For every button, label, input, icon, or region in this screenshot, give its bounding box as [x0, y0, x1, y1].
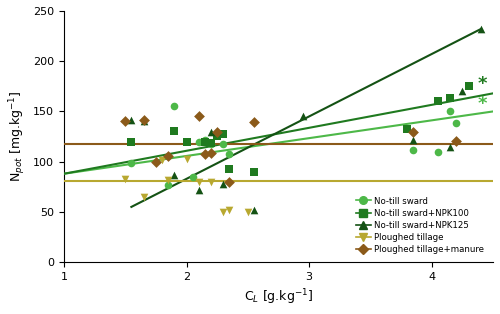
Legend: No-till sward, No-till sward+NPK100, No-till sward+NPK125, Ploughed tillage, Plo: No-till sward, No-till sward+NPK100, No-…	[351, 192, 489, 258]
Point	[250, 169, 258, 174]
Point	[226, 208, 234, 213]
Point	[220, 209, 228, 214]
Point	[446, 109, 454, 114]
Point	[403, 126, 411, 131]
Point	[121, 176, 129, 181]
Point	[213, 129, 221, 134]
Point	[434, 99, 442, 104]
Point	[152, 159, 160, 164]
Point	[140, 118, 147, 123]
Point	[128, 118, 136, 123]
Point	[201, 139, 209, 144]
Point	[182, 156, 190, 161]
Point	[195, 179, 203, 184]
Point	[140, 119, 147, 124]
Point	[188, 174, 196, 179]
Point	[207, 140, 215, 145]
Point	[207, 141, 215, 146]
Point	[128, 139, 136, 144]
Point	[164, 153, 172, 158]
Point	[195, 139, 203, 144]
Point	[434, 149, 442, 154]
Point	[410, 147, 418, 152]
Point	[207, 150, 215, 155]
Y-axis label: N$_{pot}$ [mg.kg$^{-1}$]: N$_{pot}$ [mg.kg$^{-1}$]	[7, 91, 28, 182]
Point	[410, 137, 418, 142]
Point	[213, 133, 221, 138]
Point	[446, 96, 454, 101]
Point	[446, 144, 454, 149]
Point	[121, 119, 129, 124]
Point	[164, 182, 172, 187]
Point	[158, 157, 166, 162]
Point	[195, 114, 203, 119]
Point	[220, 131, 228, 136]
Point	[170, 104, 178, 109]
Point	[201, 151, 209, 156]
Point	[299, 114, 307, 119]
Point	[410, 129, 418, 134]
Point	[226, 179, 234, 184]
Point	[452, 121, 460, 126]
Point	[128, 160, 136, 165]
Point	[170, 172, 178, 177]
Point	[182, 139, 190, 144]
Point	[201, 137, 209, 142]
Text: *: *	[477, 75, 486, 93]
X-axis label: C$_L$ [g.kg$^{-1}$]: C$_L$ [g.kg$^{-1}$]	[244, 287, 313, 307]
Point	[170, 128, 178, 133]
Point	[250, 120, 258, 125]
Point	[250, 208, 258, 213]
Point	[140, 194, 147, 199]
Point	[226, 151, 234, 156]
Point	[244, 209, 252, 214]
Point	[464, 84, 472, 89]
Point	[452, 138, 460, 143]
Point	[477, 26, 485, 31]
Point	[220, 181, 228, 186]
Point	[164, 177, 172, 182]
Point	[458, 89, 466, 94]
Text: *: *	[477, 95, 486, 113]
Point	[213, 128, 221, 133]
Point	[207, 179, 215, 184]
Point	[220, 141, 228, 146]
Point	[207, 129, 215, 134]
Point	[195, 187, 203, 192]
Point	[226, 166, 234, 171]
